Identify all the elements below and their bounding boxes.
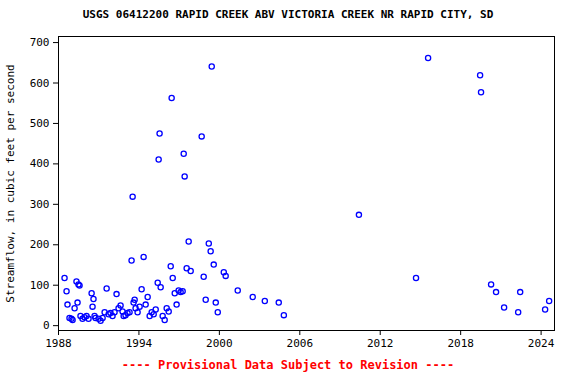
svg-text:Streamflow, in cubic feet per: Streamflow, in cubic feet per second	[4, 64, 17, 302]
svg-text:500: 500	[30, 117, 50, 130]
html-text:---- Provisional Data Subject: ---- Provisional Data Subject to Revisio…	[121, 358, 455, 372]
svg-text:2024: 2024	[528, 337, 555, 350]
svg-text:400: 400	[30, 157, 50, 170]
svg-text:2006: 2006	[287, 337, 314, 350]
svg-text:1994: 1994	[126, 337, 153, 350]
svg-text:0: 0	[43, 319, 50, 332]
svg-text:2018: 2018	[447, 337, 474, 350]
svg-text:100: 100	[30, 279, 50, 292]
svg-text:700: 700	[30, 36, 50, 49]
svg-text:1988: 1988	[45, 337, 72, 350]
html-text:USGS 06412200 RAPID CREEK ABV: USGS 06412200 RAPID CREEK ABV VICTORIA C…	[82, 8, 494, 21]
svg-text:2012: 2012	[367, 337, 394, 350]
svg-text:200: 200	[30, 238, 50, 251]
svg-text:600: 600	[30, 77, 50, 90]
svg-text:2000: 2000	[206, 337, 233, 350]
svg-text:300: 300	[30, 198, 50, 211]
